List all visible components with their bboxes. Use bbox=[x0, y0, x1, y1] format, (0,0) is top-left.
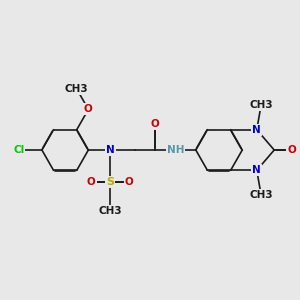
Text: Cl: Cl bbox=[13, 145, 24, 155]
Text: O: O bbox=[151, 119, 160, 129]
Text: NH: NH bbox=[167, 145, 184, 155]
Text: S: S bbox=[106, 177, 114, 187]
Text: N: N bbox=[252, 165, 261, 175]
Text: O: O bbox=[124, 177, 134, 187]
Text: N: N bbox=[106, 145, 115, 155]
Text: CH3: CH3 bbox=[249, 190, 273, 200]
Text: O: O bbox=[87, 177, 96, 187]
Text: N: N bbox=[252, 125, 261, 135]
Text: O: O bbox=[84, 104, 93, 114]
Text: CH3: CH3 bbox=[65, 84, 88, 94]
Text: O: O bbox=[287, 145, 296, 155]
Text: CH3: CH3 bbox=[98, 206, 122, 216]
Text: CH3: CH3 bbox=[249, 100, 273, 110]
